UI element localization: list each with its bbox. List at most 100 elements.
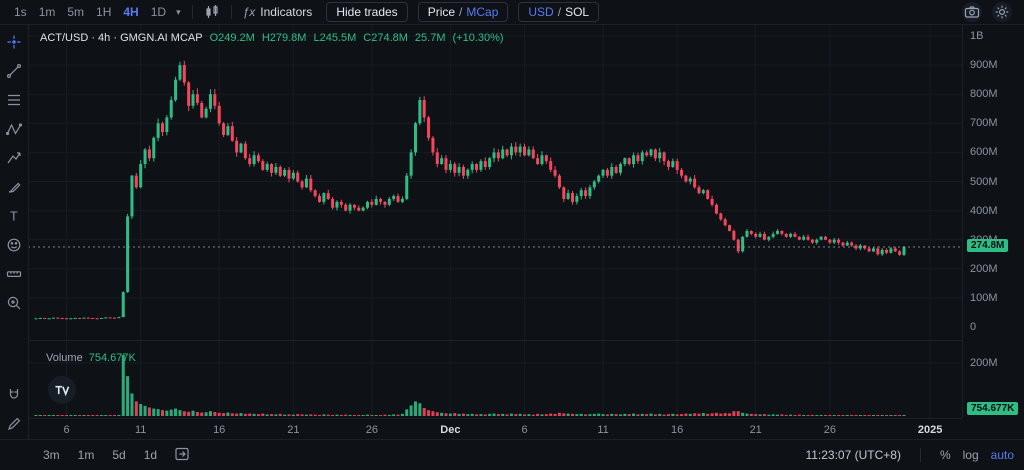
- usd-sol-toggle[interactable]: USD / SOL: [518, 2, 600, 22]
- toolbar-right: [962, 2, 1016, 22]
- usd-option[interactable]: USD: [528, 5, 554, 19]
- screenshot-button[interactable]: [962, 2, 982, 22]
- time-label-11: 11: [597, 424, 609, 436]
- chart-legend: ACT/USD · 4h · GMGN.AI MCAP O249.2M H279…: [40, 32, 504, 44]
- forecast-icon[interactable]: [6, 150, 22, 166]
- chart-region: ACT/USD · 4h · GMGN.AI MCAP O249.2M H279…: [28, 24, 1024, 440]
- price-axis-label-0: 0: [970, 321, 977, 333]
- volume-legend: Volume 754.677K: [46, 352, 136, 364]
- time-label-2025: 2025: [917, 424, 943, 436]
- range-3m[interactable]: 3m: [43, 448, 60, 462]
- price-axis-label-700M: 700M: [970, 117, 998, 130]
- volume-value: 754.677K: [88, 352, 136, 364]
- tradingview-mark-icon: [55, 385, 70, 397]
- price-axis-label-800M: 800M: [970, 88, 998, 101]
- svg-text:T: T: [10, 210, 18, 224]
- emoji-icon[interactable]: [6, 237, 22, 253]
- zoom-in-icon[interactable]: [6, 295, 22, 311]
- price-chart[interactable]: [28, 24, 962, 340]
- time-label-26: 26: [365, 424, 378, 436]
- bar-volume: 25.7M: [414, 32, 446, 44]
- current-volume-badge: 754.677K: [967, 402, 1019, 415]
- time-label-6: 6: [63, 424, 70, 436]
- slash: /: [459, 5, 463, 19]
- divider: [919, 448, 921, 462]
- timeframe-1H[interactable]: 1H: [96, 5, 112, 19]
- auto-scale-button[interactable]: auto: [990, 448, 1014, 462]
- slash: /: [557, 5, 562, 19]
- go-to-date-button[interactable]: [174, 446, 190, 465]
- sol-option[interactable]: SOL: [565, 5, 590, 19]
- percent-scale-button[interactable]: %: [939, 448, 951, 462]
- time-label-6: 6: [521, 424, 528, 436]
- magnet-icon[interactable]: [6, 387, 22, 403]
- timeframe-1D[interactable]: 1D: [150, 5, 167, 19]
- session-clock[interactable]: 11:23:07 (UTC+8): [805, 448, 901, 462]
- trend-line-icon[interactable]: [6, 63, 22, 79]
- drawing-toolbar: T: [0, 24, 29, 440]
- log-scale-button[interactable]: log: [962, 448, 979, 462]
- time-label-16: 16: [671, 424, 684, 436]
- brush-icon[interactable]: [6, 179, 22, 195]
- range-group: 3m 1m 5d 1d: [36, 446, 164, 464]
- fx-icon: ƒx: [242, 5, 256, 19]
- timeframe-group: 1s 1m 5m 1H 4H 1D: [8, 4, 172, 20]
- bar-change: (+10.30%): [452, 32, 504, 44]
- range-1m[interactable]: 1m: [77, 448, 95, 462]
- price-axis[interactable]: 1B900M800M700M600M500M400M300M200M100M0 …: [962, 24, 1024, 418]
- xabcd-pattern-icon[interactable]: [6, 121, 22, 137]
- time-label-21: 21: [287, 424, 300, 436]
- settings-button[interactable]: [992, 2, 1012, 22]
- camera-icon: [964, 6, 980, 18]
- ohlc-high: H279.8M: [261, 32, 307, 44]
- bottom-right-controls: 11:23:07 (UTC+8) % log auto: [805, 448, 1014, 462]
- volume-chart[interactable]: [28, 341, 962, 418]
- chart-style-button[interactable]: [200, 3, 224, 21]
- symbol-title[interactable]: ACT/USD · 4h · GMGN.AI MCAP: [40, 32, 203, 44]
- price-axis-label-400M: 400M: [970, 204, 998, 217]
- tradingview-logo[interactable]: [48, 376, 76, 404]
- indicators-button[interactable]: ƒx Indicators: [239, 4, 317, 20]
- divider: [191, 5, 193, 19]
- divider: [230, 5, 232, 19]
- measure-ruler-icon[interactable]: [6, 266, 22, 282]
- price-mcap-toggle[interactable]: Price / MCap: [417, 2, 509, 22]
- candles-icon: [205, 5, 218, 18]
- pane-divider[interactable]: [28, 340, 962, 341]
- go-to-date-icon: [175, 447, 189, 460]
- price-axis-label-500M: 500M: [970, 175, 998, 188]
- timeframe-1s[interactable]: 1s: [14, 5, 27, 19]
- time-label-11: 11: [134, 424, 147, 436]
- bottom-toolbar: 3m 1m 5d 1d 11:23:07 (UTC+8) % log auto: [0, 439, 1024, 470]
- text-tool-icon[interactable]: T: [6, 208, 22, 224]
- price-axis-label-600M: 600M: [970, 146, 998, 159]
- price-axis-label-200M: 200M: [970, 262, 998, 275]
- volume-label: Volume: [46, 352, 83, 364]
- price-option[interactable]: Price: [427, 5, 456, 19]
- fib-retracement-icon[interactable]: [6, 92, 22, 108]
- range-5d[interactable]: 5d: [112, 448, 126, 462]
- price-axis-label-900M: 900M: [970, 59, 998, 72]
- ohlc-close: C274.8M: [363, 32, 408, 44]
- timeframe-1m[interactable]: 1m: [38, 5, 56, 19]
- timeframe-4H[interactable]: 4H: [123, 5, 139, 19]
- time-label-26: 26: [823, 424, 836, 436]
- range-1d[interactable]: 1d: [143, 448, 158, 462]
- indicators-label: Indicators: [260, 5, 313, 19]
- volume-axis-label: 200M: [970, 356, 998, 369]
- current-price-badge: 274.8M: [967, 239, 1009, 253]
- hide-trades-label: Hide trades: [336, 5, 398, 19]
- time-label-16: 16: [213, 424, 226, 436]
- time-label-Dec: Dec: [440, 424, 461, 436]
- price-axis-label-1B: 1B: [970, 30, 984, 42]
- edit-pencil-icon[interactable]: [6, 416, 22, 432]
- mcap-option[interactable]: MCap: [466, 5, 499, 19]
- time-axis[interactable]: 6 11 16 21 26 Dec 6 11 16 21 26 2025: [28, 418, 962, 441]
- time-label-21: 21: [749, 424, 762, 436]
- crosshair-icon[interactable]: [6, 34, 22, 50]
- timeframe-5m[interactable]: 5m: [67, 5, 85, 19]
- hide-trades-button[interactable]: Hide trades: [326, 2, 408, 22]
- ohlc-low: L245.5M: [313, 32, 357, 44]
- chevron-down-icon[interactable]: ▾: [176, 6, 181, 17]
